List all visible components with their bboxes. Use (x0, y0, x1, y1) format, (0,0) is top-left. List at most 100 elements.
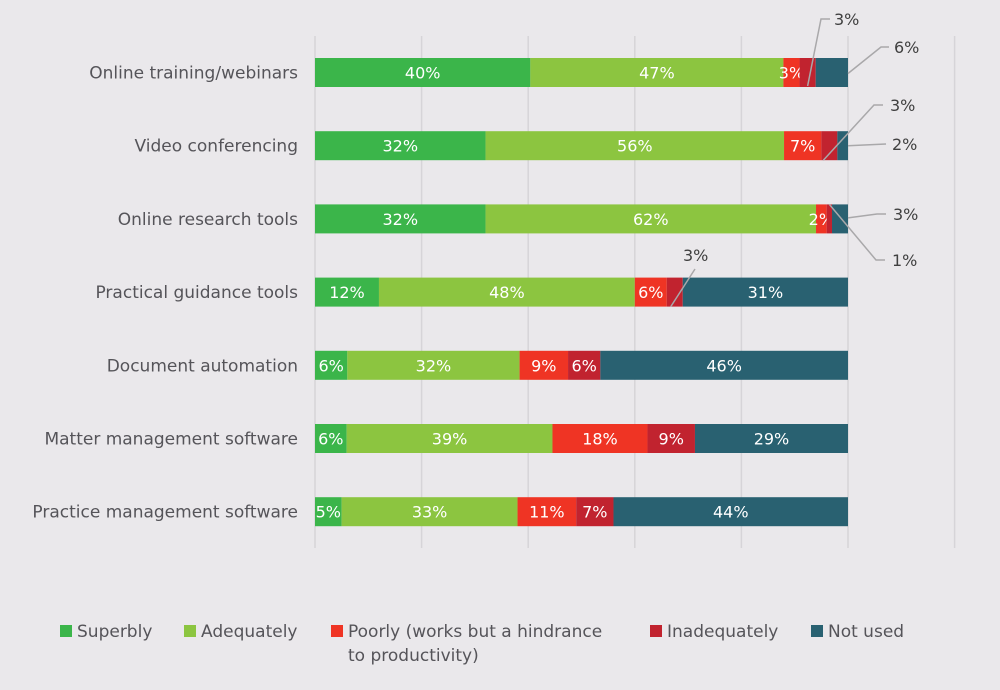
category-labels: Online training/webinars Video conferenci… (32, 64, 298, 523)
legend-swatch-not-used (811, 625, 823, 637)
segment-label: 18% (582, 430, 618, 449)
legend-label: Superbly (77, 622, 153, 642)
segment-label: 40% (405, 64, 441, 83)
segment-label: 5% (316, 503, 341, 522)
segment-label: 56% (617, 137, 653, 156)
category-label: Practice management software (32, 503, 298, 523)
legend-item-poorly: Poorly (works but a hindrance to product… (331, 620, 602, 668)
segment-label: 11% (529, 503, 565, 522)
bar-segment (485, 131, 785, 161)
callout-label: 3% (890, 96, 915, 115)
leader-line (806, 18, 830, 87)
bar-segment (346, 424, 553, 453)
bar-segment (821, 131, 838, 161)
bar-segment (568, 350, 601, 380)
bar-segment (347, 350, 520, 380)
segment-label: 6% (318, 356, 343, 375)
segment-label: 32% (416, 356, 452, 375)
bar-segment (826, 204, 833, 234)
bar-segment (341, 497, 518, 527)
legend-item-inadequately: Inadequately (650, 620, 778, 644)
bar-segment (694, 424, 848, 453)
bar-segment (613, 497, 848, 527)
callout-label: 3% (893, 205, 918, 224)
segment-label: 32% (382, 137, 418, 156)
segment-label: 12% (329, 283, 365, 302)
bar-segment (517, 497, 577, 527)
bar-segment (485, 204, 817, 234)
bar-segment (682, 277, 848, 307)
category-label: Practical guidance tools (95, 283, 298, 303)
segment-label: 9% (659, 430, 684, 449)
bar-segment (815, 58, 848, 87)
callout-label: 3% (834, 10, 859, 29)
callout-label: 1% (892, 251, 917, 270)
legend-label: Adequately (201, 622, 298, 642)
bar-segment (315, 277, 379, 307)
legend-label: Poorly (works but a hindrance to product… (348, 620, 602, 668)
legend-swatch-adequately (184, 625, 196, 637)
bar-segment (832, 204, 848, 234)
segment-label: 46% (706, 356, 742, 375)
legend-item-superbly: Superbly (60, 620, 152, 644)
segment-label: 47% (639, 64, 675, 83)
category-label: Matter management software (44, 430, 298, 450)
legend-swatch-poorly (331, 625, 343, 637)
category-label: Online research tools (118, 210, 298, 230)
legend-swatch-superbly (60, 625, 72, 637)
callout-labels: 3% 6% 3% 2% 3% 1% 3% (670, 10, 919, 308)
bar-segment (315, 131, 486, 161)
leader-line (822, 104, 883, 161)
segment-label: 3% (779, 64, 804, 83)
bar-segment (315, 497, 342, 527)
bar-segment (378, 277, 635, 307)
segment-label: 32% (382, 210, 418, 229)
segment-label: 9% (531, 356, 556, 375)
leader-line (847, 213, 886, 219)
leader-line (847, 46, 889, 75)
callout-label: 3% (683, 246, 708, 265)
legend-swatch-inadequately (650, 625, 662, 637)
bar-segment (647, 424, 695, 453)
leader-line (847, 143, 887, 147)
bar-segment (600, 350, 848, 380)
callout-label: 6% (894, 38, 919, 57)
leader-line (828, 203, 885, 261)
bar-segment (519, 350, 569, 380)
bar-segment (576, 497, 614, 527)
bar-segment (315, 424, 347, 453)
segment-label: 6% (571, 356, 596, 375)
bar-segment (315, 350, 348, 380)
segment-label: 33% (412, 503, 448, 522)
legend-label: Inadequately (667, 622, 779, 642)
legend-label-line2: to productivity) (348, 646, 479, 666)
category-label: Online training/webinars (89, 64, 298, 84)
leader-line (670, 268, 696, 308)
segment-label: 7% (582, 503, 607, 522)
callout-label: 2% (892, 135, 917, 154)
category-label: Video conferencing (135, 137, 298, 157)
segment-label: 29% (754, 430, 790, 449)
bar-segment (784, 131, 822, 161)
segment-label: 7% (790, 137, 815, 156)
segment-label: 39% (432, 430, 468, 449)
segment-label: 48% (489, 283, 525, 302)
bar-segment (783, 58, 800, 87)
legend-label: Not used (828, 622, 905, 642)
bars: 40% 47% 3%32% 56% 7%32% 62% 2%12% 48% 6% 31%6% 32%… (315, 58, 848, 527)
bar-segment (530, 58, 784, 87)
segment-label: 31% (748, 283, 784, 302)
bar-segment (837, 131, 848, 161)
legend-item-adequately: Adequately (184, 620, 297, 644)
category-label: Document automation (107, 356, 298, 376)
bar-segment (552, 424, 648, 453)
bar-segment (634, 277, 667, 307)
bar-segment (315, 204, 486, 234)
bar-segment (315, 58, 531, 87)
segment-label: 62% (633, 210, 669, 229)
legend-label-line1: Poorly (works but a hindrance (348, 622, 603, 642)
segment-label: 6% (318, 430, 343, 449)
legend-item-not-used: Not used (811, 620, 904, 644)
segment-label: 6% (638, 283, 663, 302)
